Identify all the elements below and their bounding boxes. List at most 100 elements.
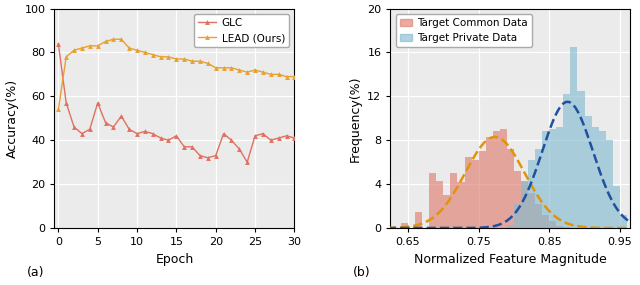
Y-axis label: Frequency(%): Frequency(%): [349, 75, 362, 162]
Legend: GLC, LEAD (Ours): GLC, LEAD (Ours): [193, 14, 289, 47]
GLC: [291, 136, 298, 140]
GLC: [212, 154, 220, 157]
Bar: [620, 215, 627, 228]
LEAD (Ours): [157, 55, 164, 58]
GLC: [109, 125, 117, 129]
GLC: [259, 132, 267, 135]
Bar: [479, 151, 486, 228]
X-axis label: Normalized Feature Magnitude: Normalized Feature Magnitude: [414, 253, 607, 266]
Bar: [528, 193, 535, 228]
LEAD (Ours): [164, 55, 172, 58]
GLC: [157, 136, 164, 140]
GLC: [141, 130, 148, 133]
Bar: [415, 211, 422, 228]
Text: (a): (a): [26, 266, 44, 280]
Bar: [465, 157, 472, 228]
GLC: [236, 147, 243, 151]
GLC: [149, 132, 157, 135]
GLC: [267, 139, 275, 142]
LEAD (Ours): [267, 73, 275, 76]
LEAD (Ours): [252, 68, 259, 72]
Bar: [521, 182, 528, 228]
LEAD (Ours): [173, 57, 180, 61]
GLC: [78, 132, 86, 135]
GLC: [196, 154, 204, 157]
Bar: [493, 131, 500, 228]
Bar: [605, 140, 612, 228]
GLC: [204, 156, 212, 160]
Legend: Target Common Data, Target Private Data: Target Common Data, Target Private Data: [396, 14, 532, 47]
LEAD (Ours): [220, 66, 227, 70]
GLC: [133, 132, 141, 135]
Bar: [486, 137, 493, 228]
Line: GLC: GLC: [56, 41, 297, 165]
Bar: [549, 221, 556, 228]
GLC: [188, 145, 196, 148]
LEAD (Ours): [102, 40, 109, 43]
GLC: [220, 132, 227, 135]
Bar: [598, 131, 605, 228]
LEAD (Ours): [212, 66, 220, 70]
Bar: [500, 129, 507, 228]
Bar: [521, 181, 528, 228]
Bar: [436, 181, 444, 228]
Bar: [528, 160, 535, 228]
LEAD (Ours): [125, 46, 133, 50]
Bar: [535, 204, 542, 228]
LEAD (Ours): [141, 51, 148, 54]
Bar: [556, 226, 563, 228]
LEAD (Ours): [78, 46, 86, 50]
Bar: [401, 223, 408, 228]
Line: LEAD (Ours): LEAD (Ours): [56, 37, 297, 112]
LEAD (Ours): [118, 38, 125, 41]
Bar: [542, 131, 549, 228]
GLC: [54, 42, 62, 45]
LEAD (Ours): [291, 75, 298, 78]
GLC: [275, 136, 282, 140]
Text: (b): (b): [353, 266, 371, 280]
GLC: [283, 134, 291, 138]
GLC: [173, 134, 180, 138]
GLC: [94, 101, 102, 105]
LEAD (Ours): [133, 48, 141, 52]
LEAD (Ours): [259, 70, 267, 74]
GLC: [102, 121, 109, 124]
LEAD (Ours): [94, 44, 102, 48]
LEAD (Ours): [54, 108, 62, 111]
Bar: [472, 160, 479, 228]
Bar: [429, 173, 436, 228]
Bar: [556, 127, 563, 228]
Bar: [542, 215, 549, 228]
GLC: [243, 160, 251, 164]
LEAD (Ours): [283, 75, 291, 78]
Bar: [535, 149, 542, 228]
Bar: [451, 173, 458, 228]
Bar: [549, 129, 556, 228]
LEAD (Ours): [243, 70, 251, 74]
LEAD (Ours): [109, 38, 117, 41]
LEAD (Ours): [236, 68, 243, 72]
LEAD (Ours): [62, 55, 70, 58]
LEAD (Ours): [204, 62, 212, 65]
GLC: [228, 139, 236, 142]
Bar: [577, 91, 584, 228]
LEAD (Ours): [196, 60, 204, 63]
LEAD (Ours): [188, 60, 196, 63]
GLC: [62, 101, 70, 105]
LEAD (Ours): [275, 73, 282, 76]
Bar: [507, 225, 514, 228]
Y-axis label: Accuracy(%): Accuracy(%): [6, 79, 19, 158]
Bar: [612, 186, 620, 228]
GLC: [164, 139, 172, 142]
LEAD (Ours): [180, 57, 188, 61]
Bar: [507, 149, 514, 228]
Bar: [584, 116, 591, 228]
X-axis label: Epoch: Epoch: [156, 253, 193, 266]
Bar: [563, 94, 570, 228]
Bar: [514, 171, 521, 228]
GLC: [180, 145, 188, 148]
Bar: [563, 227, 570, 228]
Bar: [514, 204, 521, 228]
LEAD (Ours): [86, 44, 93, 48]
Bar: [570, 47, 577, 228]
